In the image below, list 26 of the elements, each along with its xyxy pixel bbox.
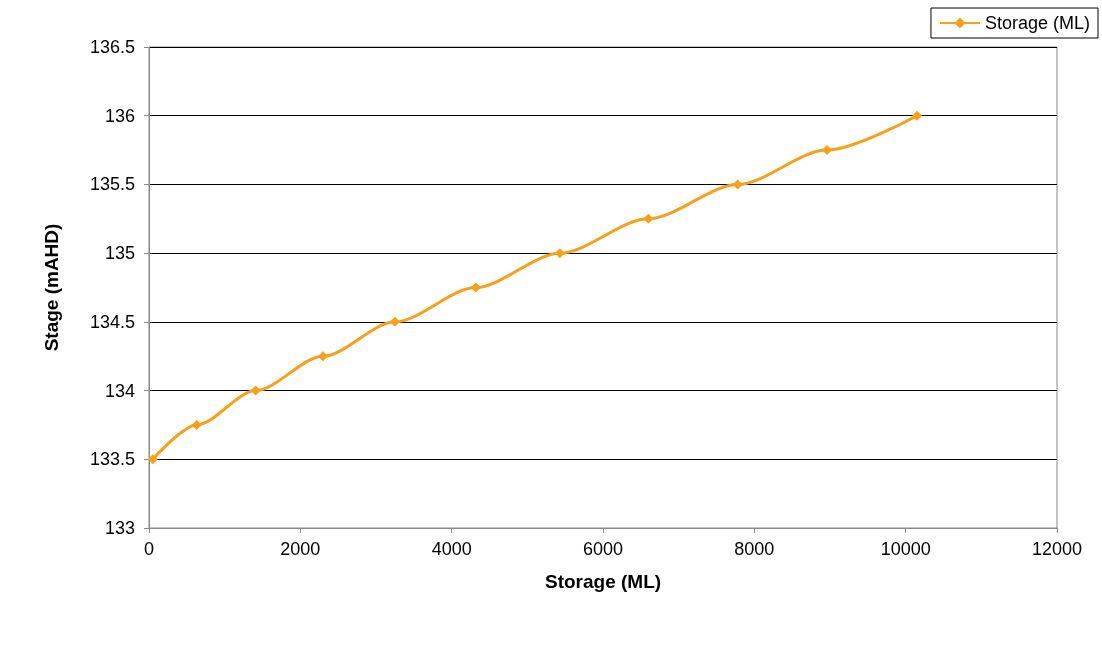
x-tick-label: 12000	[1031, 539, 1083, 559]
x-tick-label: 8000	[734, 539, 775, 559]
x-tick-label: 10000	[880, 539, 931, 559]
y-tick-label: 133	[104, 518, 135, 538]
point	[470, 282, 481, 293]
y-tick-label: 136.5	[89, 37, 135, 57]
x-tick-label: 0	[143, 539, 155, 559]
x-tick-label: 4000	[431, 539, 472, 559]
y-tick-label: 134.5	[89, 311, 135, 332]
x-tick-label: 2000	[280, 539, 321, 559]
y-tick-label: 135	[104, 243, 135, 264]
y-axis-title: Stage (mAHD)	[41, 223, 62, 352]
point	[191, 419, 202, 430]
y-tick-label: 134	[104, 380, 135, 401]
point	[250, 385, 261, 396]
y-tick-label: 133.5	[89, 449, 135, 470]
legend-label: Storage (ML)	[984, 13, 1091, 33]
point	[732, 179, 743, 190]
point	[147, 454, 158, 465]
x-tick-label: 6000	[582, 539, 624, 559]
x-axis-title: Storage (ML)	[544, 571, 662, 592]
point	[389, 316, 400, 327]
y-tick-label: 135.5	[89, 174, 135, 195]
y-tick-label: 136	[104, 105, 135, 126]
point	[912, 110, 923, 121]
point	[318, 351, 329, 362]
